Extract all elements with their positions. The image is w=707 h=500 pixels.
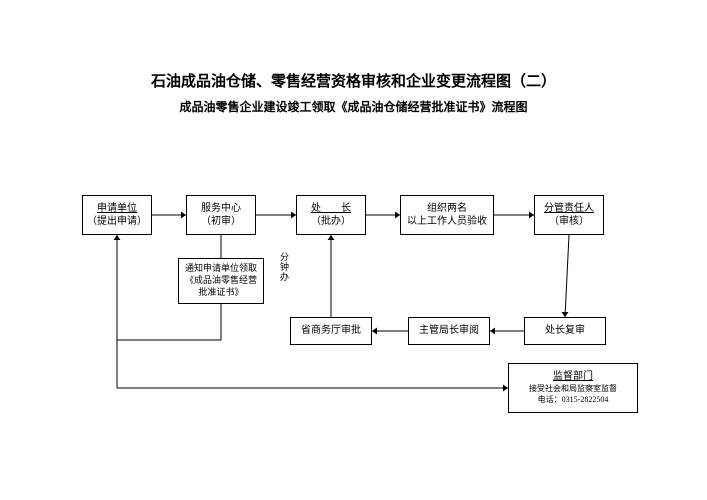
node-provincial-line1: 省商务厅审批 [301,324,361,338]
node-applicant-line1: 申请单位 [97,202,137,216]
node-incharge: 分管责任人（审核） [534,195,604,235]
node-incharge-line2: （审核） [549,215,589,229]
node-service: 服务中心（初审） [186,195,256,235]
flowchart-page: 石油成品油仓储、零售经营资格审核和企业变更流程图（二） 成品油零售企业建设竣工领… [0,0,707,500]
node-review: 处长复审 [524,317,606,345]
node-supervise: 监督部门接受社会和局监察室监督电话：0315-2822504 [508,363,638,413]
node-supervise-line2: 接受社会和局监察室监督 [529,384,617,395]
node-applicant: 申请单位（提出申请） [82,195,152,235]
node-chief-line2: （批办） [311,215,351,229]
node-inspectors-line1: 组织两名 [427,202,467,216]
node-review-line1: 处长复审 [545,324,585,338]
node-incharge-line1: 分管责任人 [544,202,594,216]
annotation-notify-line2: 《成品油零售经营 [185,275,257,287]
node-chief: 处 长（批办） [296,195,366,235]
annotation-notify-line1: 通知申请单位领取 [185,263,257,275]
annotation-notify-line3: 批准证书》 [198,287,243,299]
page-title: 石油成品油仓储、零售经营资格审核和企业变更流程图（二） [0,70,707,91]
page-subtitle: 成品油零售企业建设竣工领取《成品油仓储经营批准证书》流程图 [0,98,707,115]
node-service-line1: 服务中心 [201,202,241,216]
node-bureau-line1: 主管局长审阅 [419,324,479,338]
node-supervise-line1: 监督部门 [553,370,593,384]
node-chief-line1: 处 长 [311,202,351,216]
node-inspectors: 组织两名以上工作人员验收 [400,195,494,235]
node-inspectors-line2: 以上工作人员验收 [407,215,487,229]
node-provincial: 省商务厅审批 [290,317,372,345]
node-service-line2: （初审） [201,215,241,229]
annotation-notify: 通知申请单位领取《成品油零售经营批准证书》 [178,258,264,304]
node-applicant-line2: （提出申请） [87,215,147,229]
edge-label-minutes: 分钟办 [278,252,291,282]
node-supervise-line3: 电话：0315-2822504 [538,395,609,406]
node-bureau: 主管局长审阅 [408,317,490,345]
